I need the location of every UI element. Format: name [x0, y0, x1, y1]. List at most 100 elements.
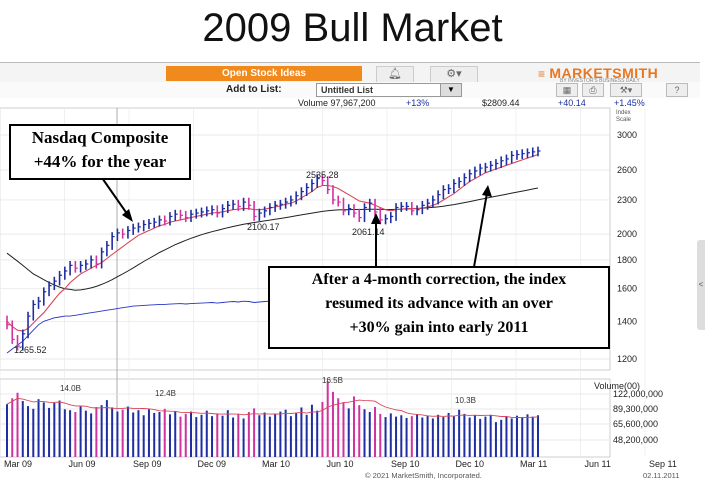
- price-bar: [85, 259, 89, 270]
- volume-bar: [442, 417, 445, 457]
- volume-bar: [374, 406, 377, 457]
- volume-tick-label: 65,600,000: [613, 419, 658, 429]
- volume-tick-label: 48,200,000: [613, 435, 658, 445]
- volume-bar: [32, 408, 35, 457]
- time-axis: Mar 09 Jun 09 Sep 09 Dec 09 Mar 10 Jun 10 Sep …: [4, 459, 677, 469]
- price-bar: [421, 200, 425, 215]
- callout-arrows: [99, 174, 488, 268]
- volume-bar: [452, 416, 455, 457]
- scale-label-index: Index: [616, 110, 631, 116]
- price-bar: [132, 223, 136, 235]
- open-stock-ideas-button[interactable]: Open Stock Ideas: [166, 66, 362, 81]
- volume-bar: [305, 414, 308, 457]
- price-tick-label: 2000: [617, 229, 637, 239]
- peak-annotation: 2535.28: [306, 170, 339, 180]
- price-bar: [95, 255, 99, 269]
- price-bar: [43, 287, 47, 306]
- price-bar: [153, 217, 157, 228]
- volume-bar: [205, 410, 208, 457]
- volume-bar: [84, 410, 87, 457]
- price-bar: [106, 241, 110, 257]
- volume-bar: [347, 408, 350, 457]
- time-tick-label: Sep 09: [133, 459, 162, 469]
- price-tick-label: 3000: [617, 130, 637, 140]
- price-tick-label: 1600: [617, 284, 637, 294]
- callout-nasdaq-gain: Nasdaq Composite +44% for the year: [9, 124, 191, 180]
- price-bar: [305, 183, 310, 197]
- volume-peak-label: 10.3B: [455, 396, 476, 405]
- add-to-list-label: Add to List:: [226, 84, 282, 95]
- volume-bar: [216, 413, 219, 457]
- help-icon[interactable]: ?: [666, 83, 688, 97]
- price-tick-label: 1800: [617, 255, 637, 265]
- price-bar: [495, 159, 499, 170]
- volume-bar: [410, 416, 413, 457]
- print-icon[interactable]: ⎙: [582, 83, 604, 97]
- volume-bar: [111, 407, 114, 457]
- price-bar: [479, 163, 483, 176]
- logo-subtext: BY INVESTOR'S BUSINESS DAILY: [560, 78, 640, 84]
- price-bar: [442, 185, 446, 200]
- time-tick-label: Jun 09: [69, 459, 96, 469]
- volume-bar: [74, 412, 77, 457]
- price-tick-label: 2300: [617, 195, 637, 205]
- ma-long-path: [6, 187, 539, 291]
- bell-icon[interactable]: 🔔︎: [376, 66, 414, 83]
- price-bar: [205, 206, 210, 217]
- trough-annotation: 2061.14: [352, 227, 385, 237]
- volume-bar: [147, 409, 150, 457]
- price-bar: [200, 207, 205, 218]
- time-tick-label: Dec 10: [456, 459, 485, 469]
- volume-bar: [116, 411, 119, 457]
- volume-bar: [289, 416, 292, 457]
- volume-bar: [321, 401, 324, 457]
- marketsmith-logo: ≡ MARKETSMITH: [538, 65, 659, 81]
- copyright: © 2021 MarketSmith, Incorporated.: [365, 471, 482, 480]
- volume-bar: [279, 411, 282, 457]
- price-bar: [332, 185, 336, 205]
- volume-bar: [505, 416, 508, 457]
- volume-bar: [268, 416, 271, 457]
- volume-bar: [494, 422, 497, 457]
- volume-bar: [158, 412, 161, 457]
- change-pct-stat: +1.45%: [614, 98, 645, 108]
- price-bar: [258, 208, 262, 221]
- volume-bar: [316, 410, 319, 457]
- price-bar: [353, 204, 357, 218]
- price-bar: [342, 197, 346, 216]
- volume-tick-label: 89,300,000: [613, 404, 658, 414]
- price-bars: [6, 146, 541, 351]
- price-bar: [279, 199, 283, 210]
- table-icon[interactable]: ▦: [556, 83, 578, 97]
- left-arrowhead: [122, 209, 133, 222]
- price-bar: [500, 156, 504, 168]
- volume-bar: [53, 402, 56, 457]
- price-bar: [284, 197, 289, 209]
- volume-bar: [237, 414, 240, 457]
- volume-bar: [337, 398, 340, 457]
- volume-bar: [263, 412, 266, 457]
- price-bar: [158, 215, 162, 227]
- side-panel-tab[interactable]: <: [697, 240, 705, 330]
- volume-bar: [27, 406, 30, 457]
- volume-bar: [352, 396, 355, 457]
- list-select[interactable]: Untitled List: [316, 83, 444, 97]
- price-bar: [242, 197, 247, 211]
- volume-bar: [458, 409, 461, 457]
- price-bar: [274, 200, 278, 212]
- price-bar: [190, 209, 194, 223]
- price-bar: [248, 197, 252, 210]
- pullback-annotation: 2100.17: [247, 222, 280, 232]
- volume-bar: [6, 404, 8, 457]
- wrench-icon[interactable]: ⚒▾: [610, 83, 642, 97]
- time-tick-label: Sep 10: [391, 459, 420, 469]
- price-stat: $2809.44: [482, 98, 520, 108]
- gear-icon[interactable]: ⚙▾: [430, 66, 478, 83]
- volume-bar: [142, 415, 145, 457]
- price-bar: [389, 212, 394, 224]
- volume-bar: [500, 419, 503, 457]
- price-bar: [395, 203, 399, 221]
- volume-bar: [363, 409, 366, 457]
- price-tick-label: 2600: [617, 165, 637, 175]
- chevron-down-icon[interactable]: ▼: [440, 83, 462, 97]
